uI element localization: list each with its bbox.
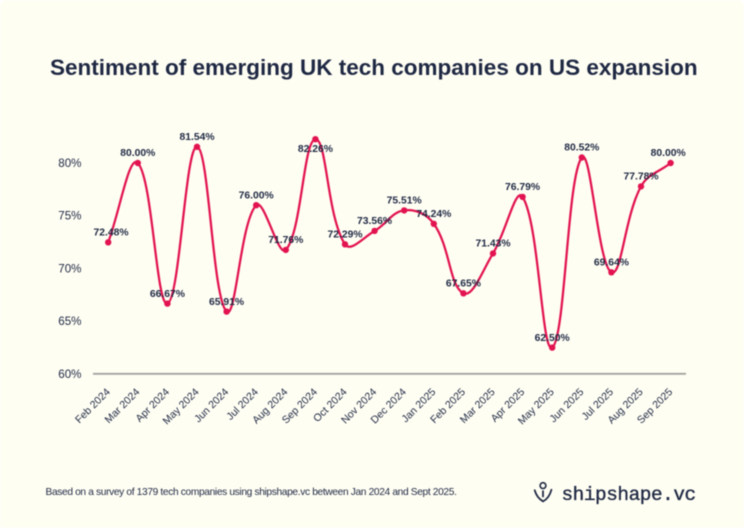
svg-text:80%: 80%: [58, 157, 81, 170]
svg-text:80.00%: 80.00%: [651, 148, 686, 159]
svg-text:65.91%: 65.91%: [209, 297, 244, 308]
svg-text:81.54%: 81.54%: [179, 132, 214, 143]
svg-text:60%: 60%: [58, 368, 81, 381]
svg-text:71.76%: 71.76%: [268, 235, 303, 246]
svg-text:77.78%: 77.78%: [623, 172, 658, 183]
svg-text:76.79%: 76.79%: [505, 182, 540, 193]
svg-text:82.26%: 82.26%: [298, 144, 333, 155]
svg-text:67.65%: 67.65%: [446, 279, 481, 290]
svg-text:70%: 70%: [58, 262, 81, 275]
svg-text:74.24%: 74.24%: [416, 209, 451, 220]
svg-text:73.56%: 73.56%: [357, 216, 392, 227]
svg-text:72.29%: 72.29%: [327, 230, 362, 241]
svg-text:80.52%: 80.52%: [564, 143, 599, 154]
svg-text:66.67%: 66.67%: [150, 289, 185, 300]
svg-text:71.43%: 71.43%: [475, 239, 510, 250]
svg-text:76.00%: 76.00%: [239, 190, 274, 201]
svg-text:65%: 65%: [58, 315, 81, 328]
svg-text:69.64%: 69.64%: [594, 258, 629, 269]
svg-text:75.51%: 75.51%: [387, 196, 422, 207]
svg-text:72.48%: 72.48%: [94, 228, 129, 239]
svg-text:75%: 75%: [58, 210, 81, 223]
svg-text:62.50%: 62.50%: [535, 333, 570, 344]
svg-text:80.00%: 80.00%: [120, 148, 155, 159]
